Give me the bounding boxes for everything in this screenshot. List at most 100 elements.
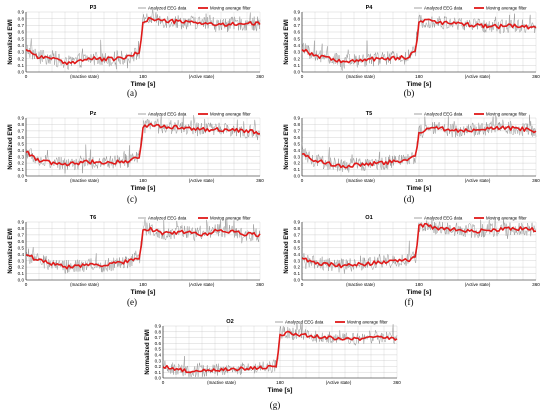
moving-average-series-line (162, 330, 398, 374)
chart-pz: 0.0 0.10.2 0.30.4 0.50.6 0.70.80.9 0 180 360 (In… (8, 111, 264, 204)
x-tick-label: 180 (415, 74, 423, 79)
y-tick-label: 0.5 (18, 36, 25, 41)
subfigure-caption: (f) (405, 297, 414, 307)
y-tick-label: 0.8 (18, 226, 25, 231)
legend-raw-label: Analyzed EEG data (424, 112, 463, 117)
legend-avg-label: Moving average filter (486, 112, 527, 117)
y-tick-label: 0.1 (294, 63, 301, 68)
y-axis-title: Normalized EWI (284, 124, 290, 170)
y-tick-label: 0.6 (294, 239, 301, 244)
x-tick-label: 360 (256, 282, 264, 287)
inactive-state-label: (Inactive state) (346, 74, 375, 79)
legend-raw-label: Analyzed EEG data (148, 216, 187, 221)
y-tick-label: 0.9 (294, 220, 301, 225)
x-axis-title: Time [s] (131, 81, 156, 88)
chart-title: P3 (90, 5, 97, 11)
y-tick-label: 0.8 (18, 16, 25, 21)
x-axis-title: Time [s] (131, 185, 156, 192)
legend-raw-label: Analyzed EEG data (148, 112, 187, 117)
y-tick-label: 0.3 (18, 50, 25, 55)
y-tick-label: 0.2 (155, 364, 162, 369)
x-tick-label: 0 (301, 74, 304, 79)
y-tick-label: 0.2 (294, 265, 301, 270)
moving-average-series-line (25, 16, 261, 66)
y-tick-label: 0.6 (18, 30, 25, 35)
active-state-label: (Active state) (189, 74, 215, 79)
x-axis-title: Time [s] (268, 387, 293, 394)
moving-average-series-line (301, 18, 537, 64)
raw-eeg-series-line (301, 13, 537, 71)
x-axis-title: Time [s] (131, 289, 156, 296)
y-tick-label: 0.0 (294, 70, 301, 75)
raw-eeg-series-line (301, 114, 537, 173)
x-tick-label: 0 (25, 282, 28, 287)
chart-p4: 0.0 0.1 0.20.3 0.4 0.50.6 0.7 0.80.9 0 180 360 (In… (284, 5, 540, 98)
y-axis-title: Normalized EWI (8, 124, 14, 170)
y-tick-label: 0.1 (18, 167, 25, 172)
moving-average-series-line (301, 222, 537, 269)
y-tick-label: 0.9 (294, 116, 301, 121)
y-tick-label: 0.3 (155, 358, 162, 363)
y-axis-title: Normalized EWI (145, 329, 151, 375)
x-tick-label: 0 (301, 282, 304, 287)
active-state-label: (Active state) (465, 74, 491, 79)
y-tick-label: 0.1 (18, 63, 25, 68)
y-tick-label: 0.9 (18, 220, 25, 225)
y-tick-label: 0.2 (294, 161, 301, 166)
y-tick-label: 0.3 (294, 154, 301, 159)
y-tick-label: 0.0 (18, 174, 25, 179)
y-tick-label: 0.8 (155, 329, 162, 334)
active-state-label: (Active state) (465, 282, 491, 287)
y-tick-label: 0.6 (18, 135, 25, 140)
x-tick-label: 360 (532, 282, 540, 287)
x-tick-label: 360 (532, 74, 540, 79)
subfigure-caption: (a) (127, 88, 137, 98)
x-axis-title: Time [s] (407, 81, 432, 88)
chart-p3: 0.0 0.1 0.20.3 0.4 0.50.6 0.7 0.80.9 0 180 360 (In… (8, 5, 264, 98)
y-tick-label: 0.1 (155, 370, 162, 375)
y-tick-label: 0.7 (18, 23, 25, 28)
y-tick-label: 0.9 (294, 10, 301, 15)
y-tick-label: 0.7 (18, 232, 25, 237)
y-tick-label: 0.4 (294, 148, 301, 153)
y-tick-label: 0.4 (18, 148, 25, 153)
y-tick-label: 0.0 (294, 278, 301, 283)
legend-avg-label: Moving average filter (347, 320, 388, 325)
y-tick-label: 0.0 (155, 376, 162, 381)
y-tick-label: 0.3 (18, 258, 25, 263)
inactive-state-label: (Inactive state) (207, 380, 236, 385)
y-tick-label: 0.5 (18, 141, 25, 146)
y-tick-label: 0.9 (18, 116, 25, 121)
inactive-state-label: (Inactive state) (346, 178, 375, 183)
subfigure-caption: (g) (270, 400, 281, 410)
y-tick-label: 0.3 (18, 154, 25, 159)
inactive-state-label: (Inactive state) (70, 282, 99, 287)
inactive-state-label: (Inactive state) (346, 282, 375, 287)
y-tick-label: 0.5 (18, 245, 25, 250)
legend-avg-label: Moving average filter (210, 112, 251, 117)
y-tick-label: 0.1 (294, 167, 301, 172)
y-tick-label: 0.6 (294, 30, 301, 35)
y-tick-label: 0.0 (18, 278, 25, 283)
y-tick-label: 0.7 (155, 335, 162, 340)
chart-o2: 0.00.10.20.30.40.50.60.70.80.9 0 180 360 (In… (145, 319, 401, 410)
y-tick-label: 0.6 (155, 341, 162, 346)
x-tick-label: 360 (532, 178, 540, 183)
y-tick-label: 0.1 (18, 271, 25, 276)
y-axis-title: Normalized EWI (284, 228, 290, 274)
x-tick-label: 180 (139, 282, 147, 287)
y-tick-label: 0.8 (294, 226, 301, 231)
x-tick-label: 180 (139, 74, 147, 79)
chart-title: Pz (90, 111, 97, 117)
legend-raw-label: Analyzed EEG data (424, 216, 463, 221)
legend-avg-label: Moving average filter (210, 6, 251, 11)
y-tick-label: 0.7 (294, 128, 301, 133)
x-tick-label: 0 (301, 178, 304, 183)
x-tick-label: 360 (256, 74, 264, 79)
y-tick-label: 0.7 (18, 128, 25, 133)
x-tick-label: 0 (162, 380, 165, 385)
legend-avg-label: Moving average filter (210, 216, 251, 221)
chart-t5: 0.0 0.10.2 0.30.4 0.50.6 0.70.80.9 0 180 360 (In… (284, 111, 540, 204)
active-state-label: (Active state) (326, 380, 352, 385)
